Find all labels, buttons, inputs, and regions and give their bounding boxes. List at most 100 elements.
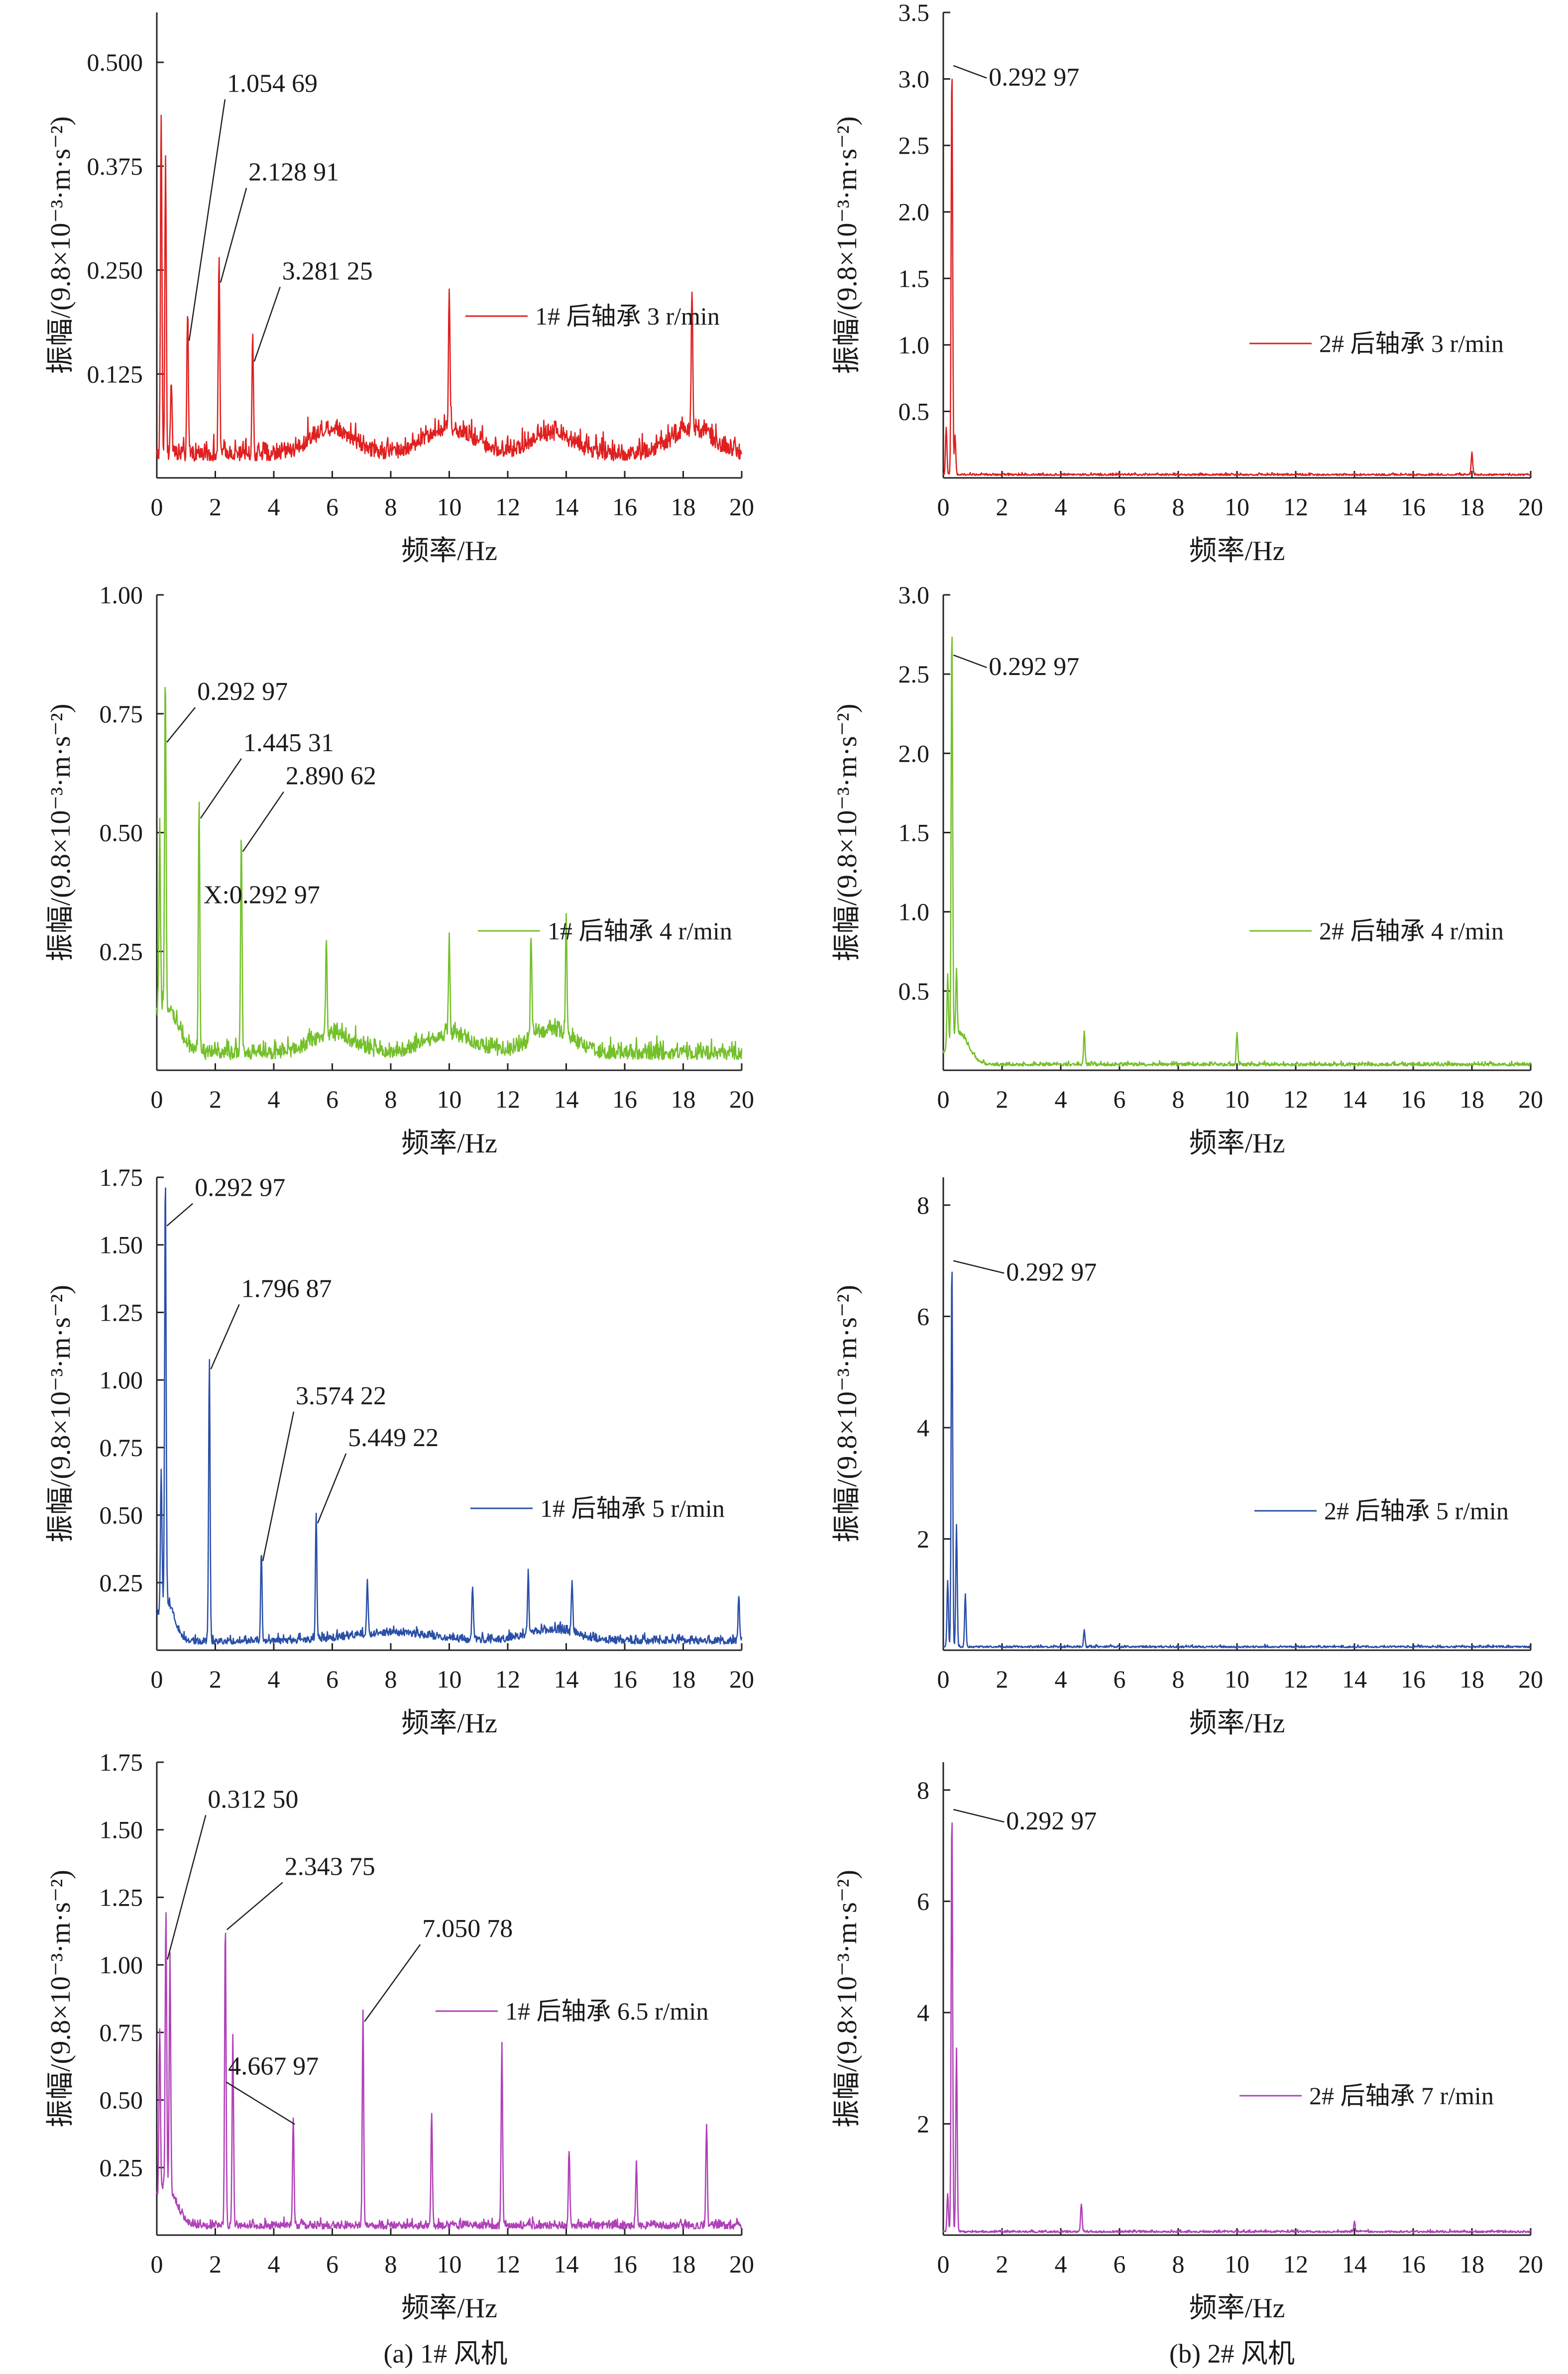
x-axis-title: 频率/Hz bbox=[1189, 536, 1285, 566]
chart-panel-7: 0 2 4 6 8 10 12 14 16 18 20 0.25 0.50 0.75 1.00 1.25 1.5… bbox=[45, 1748, 754, 2324]
legend-label: 1# 后轴承 4 r/min bbox=[548, 917, 732, 945]
x-tick-label: 18 bbox=[1459, 2250, 1484, 2278]
x-tick-label: 8 bbox=[385, 1665, 397, 1693]
x-tick-label: 14 bbox=[554, 2250, 579, 2278]
x-tick-label: 2 bbox=[996, 493, 1008, 521]
x-tick-label: 18 bbox=[1459, 1085, 1484, 1113]
x-tick-label: 14 bbox=[1342, 1665, 1367, 1693]
x-tick-label: 6 bbox=[1114, 493, 1126, 521]
x-tick-label: 4 bbox=[1055, 1085, 1067, 1113]
y-tick-label: 0.75 bbox=[100, 700, 143, 728]
x-tick-label: 8 bbox=[1172, 1665, 1185, 1693]
x-tick-label: 20 bbox=[1518, 493, 1543, 521]
legend-label: 2# 后轴承 5 r/min bbox=[1324, 1497, 1509, 1525]
caption-left: (a) 1# 风机 bbox=[384, 2339, 508, 2369]
y-tick-label: 3.5 bbox=[898, 0, 930, 26]
x-tick-label: 8 bbox=[385, 493, 397, 521]
x-tick-label: 4 bbox=[1055, 493, 1067, 521]
annotation-leader bbox=[364, 1944, 421, 2022]
y-tick-label: 0.5 bbox=[898, 977, 930, 1005]
spectrum-line bbox=[942, 1271, 1531, 1649]
x-axis-title: 频率/Hz bbox=[401, 1128, 497, 1159]
x-tick-label: 16 bbox=[1401, 493, 1426, 521]
y-tick-label: 4 bbox=[917, 1999, 929, 2027]
peak-annotation: 0.292 97 bbox=[197, 678, 288, 706]
x-tick-label: 10 bbox=[437, 493, 462, 521]
y-axis-title: 振幅/(9.8×10⁻³·m·s⁻²) bbox=[45, 1870, 76, 2128]
y-tick-label: 1.75 bbox=[100, 1748, 143, 1776]
x-tick-label: 6 bbox=[326, 2250, 338, 2278]
x-tick-label: 12 bbox=[1283, 1085, 1308, 1113]
peak-annotation: 4.667 97 bbox=[228, 2052, 319, 2080]
y-tick-label: 4 bbox=[917, 1414, 929, 1442]
x-tick-label: 20 bbox=[1518, 1665, 1543, 1693]
spectrum-line bbox=[156, 1912, 743, 2230]
x-tick-label: 2 bbox=[996, 2250, 1008, 2278]
chart-panel-4: 0 2 4 6 8 10 12 14 16 18 20 0.5 1.0 1.5 2.0 2.5 3.0 频率/Hz… bbox=[832, 581, 1543, 1159]
x-tick-label: 0 bbox=[937, 493, 950, 521]
y-tick-label: 8 bbox=[917, 1191, 929, 1219]
x-tick-label: 4 bbox=[1055, 2250, 1067, 2278]
y-tick-label: 1.50 bbox=[100, 1816, 143, 1844]
peak-annotation: 2.128 91 bbox=[248, 158, 339, 187]
peak-annotation: 2.890 62 bbox=[286, 762, 376, 791]
spectrum-line bbox=[942, 1822, 1532, 2234]
y-tick-label: 3.0 bbox=[898, 65, 930, 93]
peak-annotation: 0.292 97 bbox=[1006, 1258, 1097, 1287]
x-tick-label: 14 bbox=[1342, 2250, 1367, 2278]
y-tick-label: 0.5 bbox=[898, 397, 930, 425]
chart-panel-5: 0 2 4 6 8 10 12 14 16 18 20 0.25 0.50 0.75 1.00 1.25 1.5… bbox=[45, 1163, 754, 1739]
annotation-leader bbox=[953, 654, 987, 669]
annotation-leader bbox=[166, 707, 196, 743]
y-tick-label: 2.0 bbox=[898, 739, 930, 767]
legend-label: 1# 后轴承 6.5 r/min bbox=[505, 1997, 708, 2025]
y-tick-label: 0.125 bbox=[87, 360, 143, 388]
peak-annotation: 3.574 22 bbox=[296, 1382, 386, 1410]
y-tick-label: 1.5 bbox=[898, 819, 930, 847]
x-tick-label: 0 bbox=[937, 1665, 950, 1693]
x-tick-label: 2 bbox=[209, 1665, 222, 1693]
x-tick-label: 6 bbox=[326, 1085, 338, 1113]
x-tick-label: 14 bbox=[1342, 493, 1367, 521]
x-tick-label: 18 bbox=[671, 2250, 696, 2278]
y-tick-label: 0.50 bbox=[100, 2086, 143, 2114]
x-tick-label: 20 bbox=[1518, 2250, 1543, 2278]
x-axis-title: 频率/Hz bbox=[401, 2293, 497, 2324]
x-tick-label: 16 bbox=[612, 1085, 637, 1113]
x-tick-label: 8 bbox=[1172, 2250, 1185, 2278]
y-tick-label: 2.5 bbox=[898, 131, 930, 159]
chart-panel-1: 0 2 4 6 8 10 12 14 16 18 20 0.125 0.250 0.375 0.500 频率/… bbox=[45, 12, 754, 566]
annotation-leader bbox=[953, 65, 987, 79]
x-tick-label: 16 bbox=[612, 1665, 637, 1693]
y-tick-label: 2.5 bbox=[898, 660, 930, 688]
x-tick-label: 20 bbox=[1518, 1085, 1543, 1113]
y-axis-title: 振幅/(9.8×10⁻³·m·s⁻²) bbox=[832, 116, 863, 374]
y-axis-title: 振幅/(9.8×10⁻³·m·s⁻²) bbox=[832, 1285, 863, 1543]
peak-annotation: 1.796 87 bbox=[241, 1274, 332, 1303]
x-tick-label: 20 bbox=[729, 2250, 754, 2278]
x-tick-label: 18 bbox=[671, 1085, 696, 1113]
y-tick-label: 0.500 bbox=[87, 48, 143, 76]
peak-annotation: 7.050 78 bbox=[422, 1915, 513, 1943]
x-tick-label: 18 bbox=[671, 493, 696, 521]
y-tick-label: 1.00 bbox=[100, 1366, 143, 1394]
x-tick-label: 20 bbox=[729, 1085, 754, 1113]
annotation-leader bbox=[226, 1882, 283, 1930]
x-tick-label: 4 bbox=[268, 2250, 280, 2278]
peak-annotation: 0.292 97 bbox=[1006, 1807, 1097, 1835]
x-tick-label: 4 bbox=[1055, 1665, 1067, 1693]
y-tick-label: 1.0 bbox=[898, 898, 930, 926]
annotation-leader bbox=[242, 791, 284, 852]
spectrum-line bbox=[156, 686, 743, 1060]
x-tick-label: 14 bbox=[554, 1085, 579, 1113]
annotation-leader bbox=[317, 1453, 347, 1524]
y-tick-label: 1.5 bbox=[898, 264, 930, 292]
peak-annotation: X:0.292 97 bbox=[204, 881, 320, 909]
x-tick-label: 18 bbox=[1459, 1665, 1484, 1693]
x-tick-label: 4 bbox=[268, 493, 280, 521]
spectrum-line bbox=[942, 79, 1531, 476]
x-tick-label: 14 bbox=[554, 1665, 579, 1693]
x-tick-label: 2 bbox=[209, 493, 222, 521]
x-tick-label: 10 bbox=[1225, 2250, 1249, 2278]
chart-panel-2: 0 2 4 6 8 10 12 14 16 18 20 0.5 1.0 1.5 2.0 2.5 3.0 3.5 频率… bbox=[832, 0, 1543, 566]
